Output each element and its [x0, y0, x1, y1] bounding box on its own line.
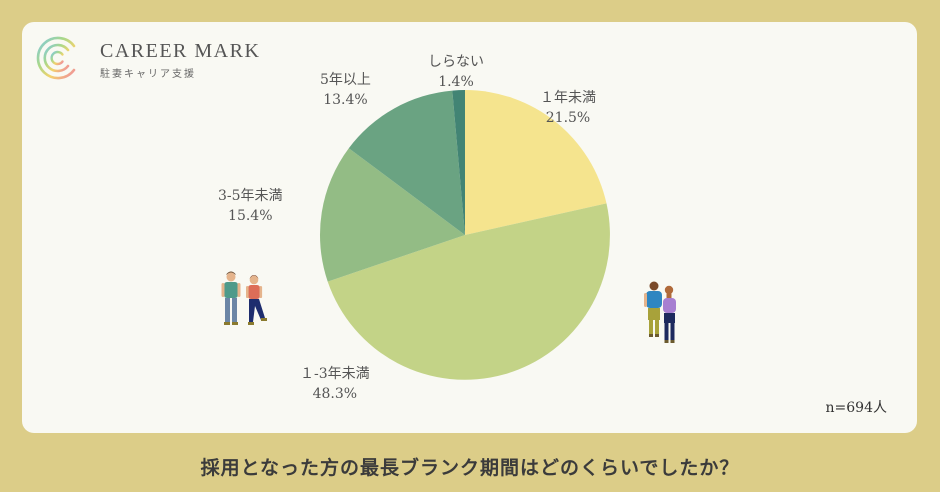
slice-1-to-3-years — [327, 203, 610, 380]
slice-under-1-year — [465, 90, 607, 235]
label-name: １年未満 — [540, 90, 596, 106]
slice-3-to-5-years — [319, 148, 465, 282]
label-pct: 21.5% — [545, 110, 591, 126]
label-name: 3-5年未満 — [218, 188, 283, 204]
pie-chart — [319, 90, 610, 380]
slice-unknown — [452, 90, 465, 235]
sample-size: n=694人 — [825, 400, 887, 416]
label-1-to-3-years: １-3年未満 48.3% — [300, 364, 370, 404]
label-pct: 48.3% — [312, 386, 358, 402]
label-name: 5年以上 — [320, 72, 371, 88]
label-pct: 15.4% — [228, 208, 273, 224]
label-under-1-year: １年未満 21.5% — [540, 88, 596, 128]
label-unknown: しらない 1.4% — [428, 52, 484, 92]
couple-back-illustration-icon — [644, 281, 676, 343]
label-name: １-3年未満 — [300, 366, 370, 382]
chart-card: CAREER MARK 駐妻キャリア支援 １年未満 21.5% １-3年未満 4… — [22, 22, 917, 433]
label-over-5-years: 5年以上 13.4% — [320, 70, 371, 110]
label-3-to-5-years: 3-5年未満 15.4% — [218, 186, 283, 226]
question-title: 採用となった方の最長ブランク期間はどのくらいでしたか？ — [200, 456, 740, 479]
label-name: しらない — [428, 54, 484, 70]
label-pct: 13.4% — [323, 92, 368, 108]
brand-name: CAREER MARK — [100, 40, 261, 62]
couple-front-illustration-icon — [221, 271, 267, 325]
career-mark-logo-icon — [36, 36, 76, 80]
slice-over-5-years — [348, 90, 465, 235]
label-pct: 1.4% — [438, 74, 474, 90]
brand-subtitle: 駐妻キャリア支援 — [100, 69, 196, 80]
